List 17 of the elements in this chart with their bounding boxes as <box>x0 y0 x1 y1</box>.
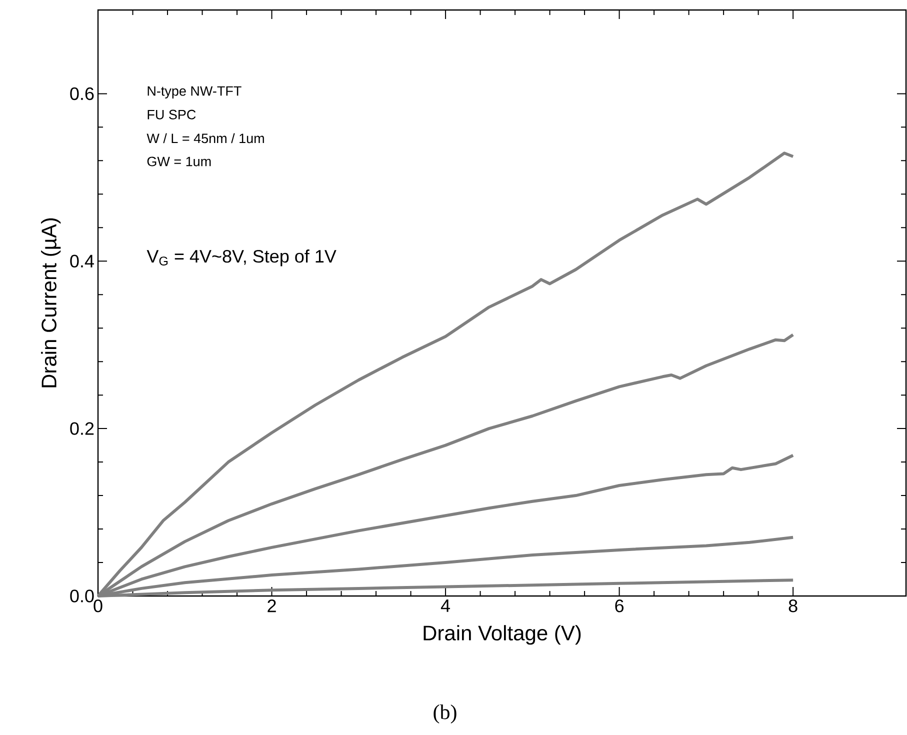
annotation: V$_{G}$ = 4V~8V, Step of 1V <box>146 249 336 266</box>
x-tick-label: 4 <box>440 599 450 612</box>
x-axis-title: Drain Voltage (V) <box>424 625 581 645</box>
annotation: FU SPC <box>148 110 196 120</box>
text: (b) <box>434 704 456 724</box>
x-tick-label: 0 <box>94 600 102 612</box>
annotation: W / L = 45nm / 1um <box>146 133 264 144</box>
annotation: GW = 1um <box>147 156 211 166</box>
y-tick-label: 0.4 <box>70 254 94 268</box>
y-axis-title: Drain Current (µA) <box>41 218 61 388</box>
annotation: N-type NW-TFT <box>148 86 242 98</box>
x-tick-label: 8 <box>788 600 798 612</box>
y-tick-label: 0.2 <box>70 422 94 435</box>
x-tick-label: 6 <box>615 600 624 612</box>
x-tick-label: 2 <box>268 600 276 612</box>
y-tick-label: 0.6 <box>70 87 94 100</box>
y-tick-label: 0.0 <box>70 590 94 602</box>
